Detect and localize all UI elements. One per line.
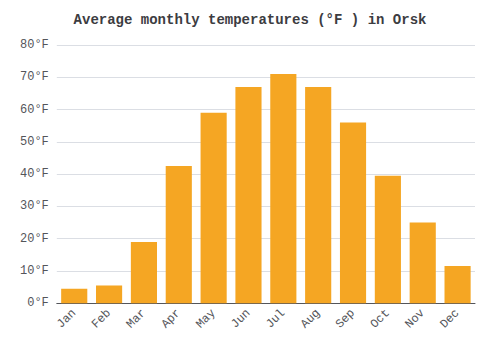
svg-text:Jun: Jun: [228, 306, 253, 331]
svg-text:Nov: Nov: [403, 306, 428, 331]
svg-text:Feb: Feb: [89, 306, 114, 331]
svg-text:Dec: Dec: [437, 306, 462, 331]
svg-text:Mar: Mar: [124, 306, 149, 331]
svg-text:Sep: Sep: [333, 306, 358, 331]
svg-text:70°F: 70°F: [20, 70, 49, 84]
svg-text:10°F: 10°F: [20, 264, 49, 278]
svg-text:Jan: Jan: [54, 306, 79, 331]
svg-text:Average monthly temperatures (: Average monthly temperatures (°F ) in Or…: [74, 12, 427, 28]
svg-text:50°F: 50°F: [20, 135, 49, 149]
svg-text:0°F: 0°F: [27, 296, 49, 310]
svg-text:30°F: 30°F: [20, 199, 49, 213]
svg-text:60°F: 60°F: [20, 103, 49, 117]
svg-text:40°F: 40°F: [20, 167, 49, 181]
svg-text:Apr: Apr: [159, 306, 184, 331]
svg-text:20°F: 20°F: [20, 232, 49, 246]
svg-text:Aug: Aug: [298, 306, 323, 331]
svg-text:May: May: [193, 306, 218, 331]
svg-text:Oct: Oct: [368, 306, 393, 331]
svg-text:80°F: 80°F: [20, 38, 49, 52]
svg-text:Jul: Jul: [263, 306, 288, 331]
